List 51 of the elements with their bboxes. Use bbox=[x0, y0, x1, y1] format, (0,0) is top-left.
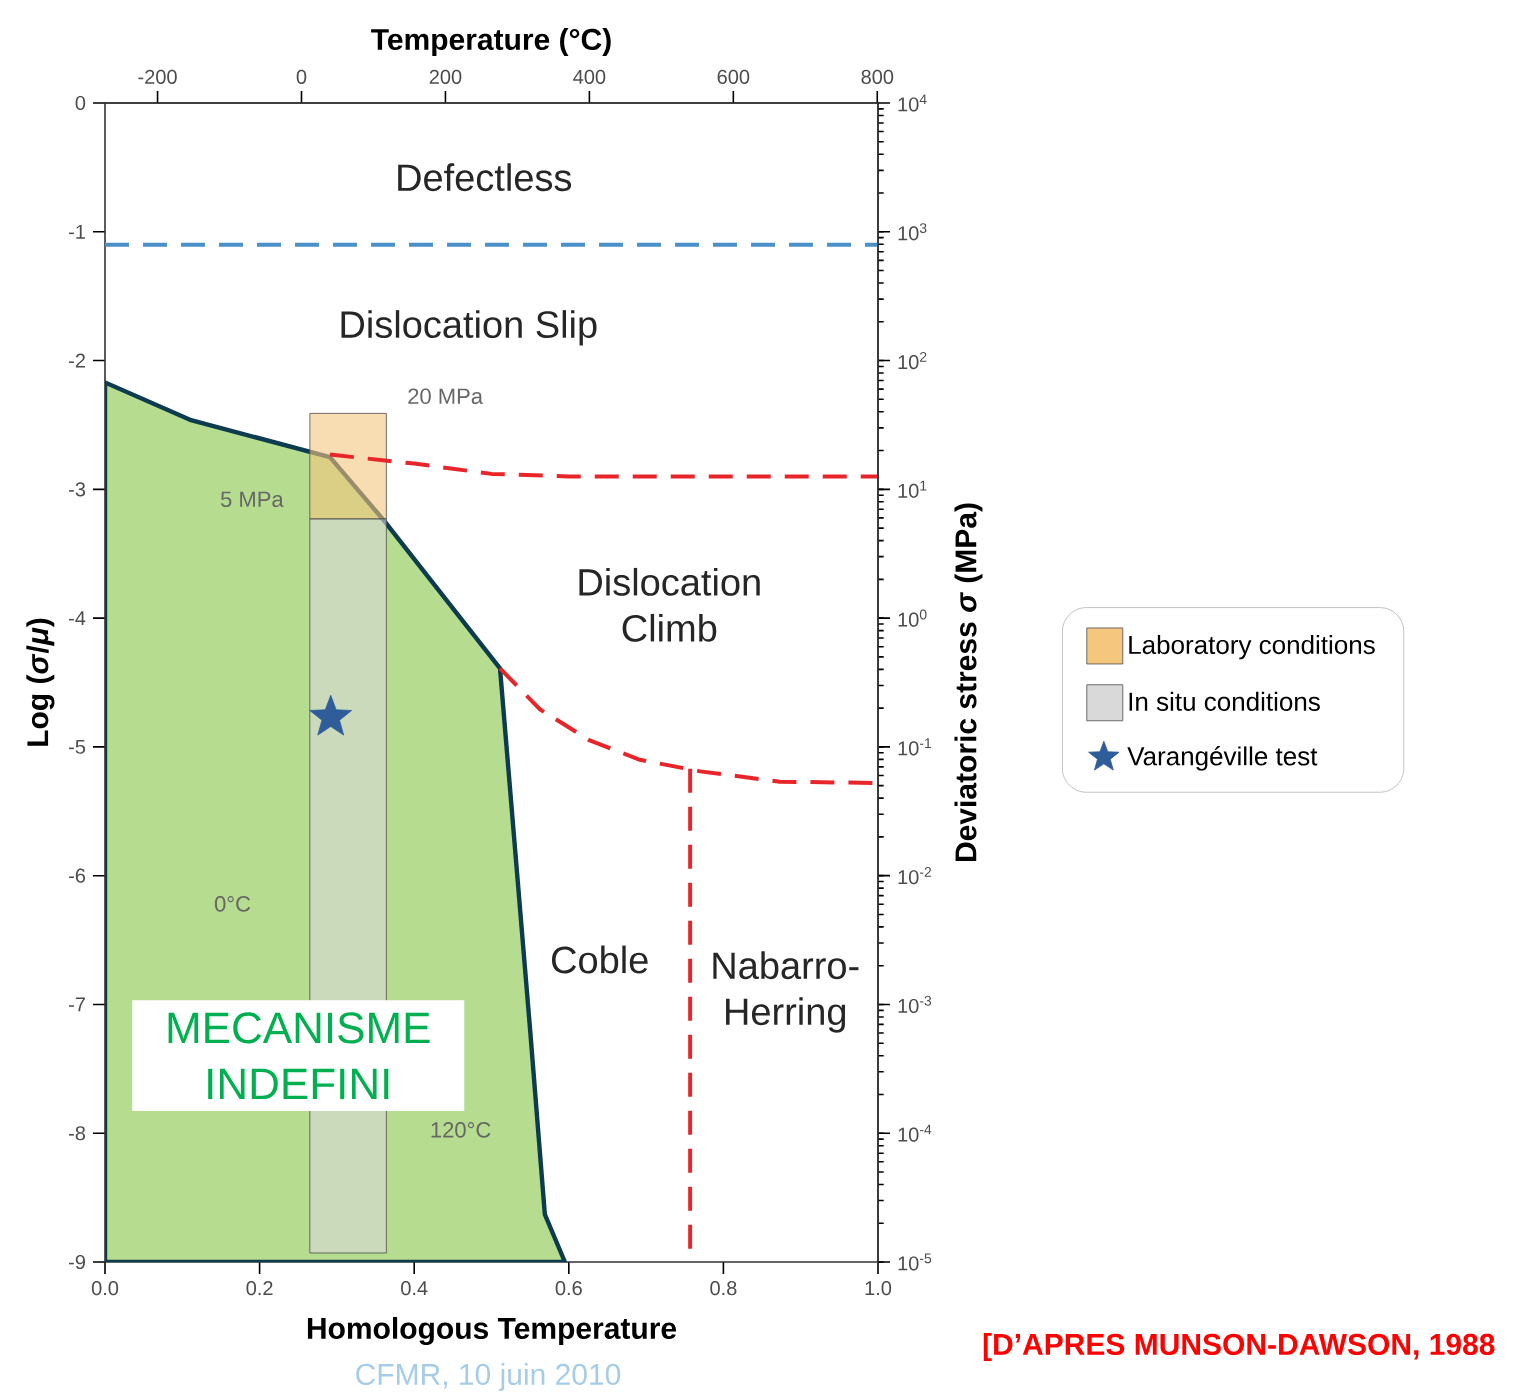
annotation: 20 MPa bbox=[408, 388, 484, 405]
annotation: Defectless bbox=[398, 163, 572, 192]
x-tick-label: 0.8 bbox=[710, 1281, 737, 1296]
annotation: Coble bbox=[551, 945, 648, 974]
x2-tick-label: 400 bbox=[573, 69, 606, 84]
y2-tick-label: 10$^{-1}$ bbox=[898, 738, 932, 756]
y-tick-label: -6 bbox=[69, 868, 86, 883]
annotation: Dislocation Climb bbox=[579, 567, 760, 642]
y2-tick-label: 10$^{2}$ bbox=[898, 351, 927, 370]
y2-tick-label: 10$^{-5}$ bbox=[898, 1253, 932, 1271]
x-tick-label: 1.0 bbox=[865, 1281, 892, 1296]
annotation: Nabarro-Herring bbox=[713, 951, 859, 1033]
y-tick-label: -5 bbox=[69, 739, 86, 754]
y2-tick-label: 10$^{-3}$ bbox=[898, 995, 932, 1014]
x-tick-label: 0.6 bbox=[555, 1281, 582, 1296]
y-tick-label: -4 bbox=[69, 611, 86, 625]
x2-tick-label: 600 bbox=[717, 69, 750, 84]
annotation: 120°C bbox=[431, 1122, 491, 1138]
y2-axis-title: Deviatoric stress σ (MPa) bbox=[954, 503, 983, 861]
y-tick-label: -8 bbox=[69, 1126, 86, 1141]
x2-tick-label: 800 bbox=[861, 69, 894, 84]
annotation: 0°C bbox=[214, 896, 251, 912]
x2-tick-label: -200 bbox=[138, 69, 177, 84]
y2-tick-label: 10$^{3}$ bbox=[898, 223, 927, 241]
y2-tick-label: 10$^{1}$ bbox=[898, 480, 927, 498]
text: [D’APRES MUNSON-DAWSON, 1988 bbox=[983, 1333, 1495, 1361]
y-tick-label: -2 bbox=[69, 353, 85, 368]
legend-label: In situ conditions bbox=[1129, 691, 1320, 711]
annotation: Dislocation Slip bbox=[341, 310, 597, 346]
x-axis-title: Homologous Temperature bbox=[307, 1316, 677, 1346]
x2-tick-label: 200 bbox=[429, 69, 462, 84]
annotation: MECANISME INDEFINI bbox=[168, 1012, 430, 1100]
x-tick-label: 0.4 bbox=[401, 1281, 428, 1296]
y-tick-label: -9 bbox=[69, 1254, 85, 1270]
y-tick-label: 0 bbox=[75, 95, 86, 111]
y2-tick-label: 10$^{-4}$ bbox=[898, 1124, 932, 1142]
y2-tick-label: 10$^{-2}$ bbox=[898, 867, 932, 885]
y2-tick-label: 10$^{4}$ bbox=[898, 94, 927, 112]
y-tick-label: -3 bbox=[69, 482, 86, 497]
y-tick-label: -1 bbox=[69, 224, 85, 239]
x-tick-label: 0.0 bbox=[91, 1281, 119, 1296]
y-axis-title: Log (σ/μ) bbox=[26, 618, 55, 746]
legend-label: Laboratory conditions bbox=[1129, 635, 1375, 660]
text: CFMR, 10 juin 2010 bbox=[356, 1363, 621, 1391]
x-tick-label: 0.2 bbox=[246, 1281, 273, 1296]
x2-axis-title: Temperature (°C) bbox=[371, 28, 611, 57]
annotation: 5 MPa bbox=[220, 491, 284, 508]
x2-tick-label: 0 bbox=[296, 69, 307, 84]
y-tick-label: -7 bbox=[69, 997, 85, 1012]
legend-label: Varangéville test bbox=[1127, 746, 1318, 771]
y2-tick-label: 10$^{0}$ bbox=[898, 609, 927, 627]
